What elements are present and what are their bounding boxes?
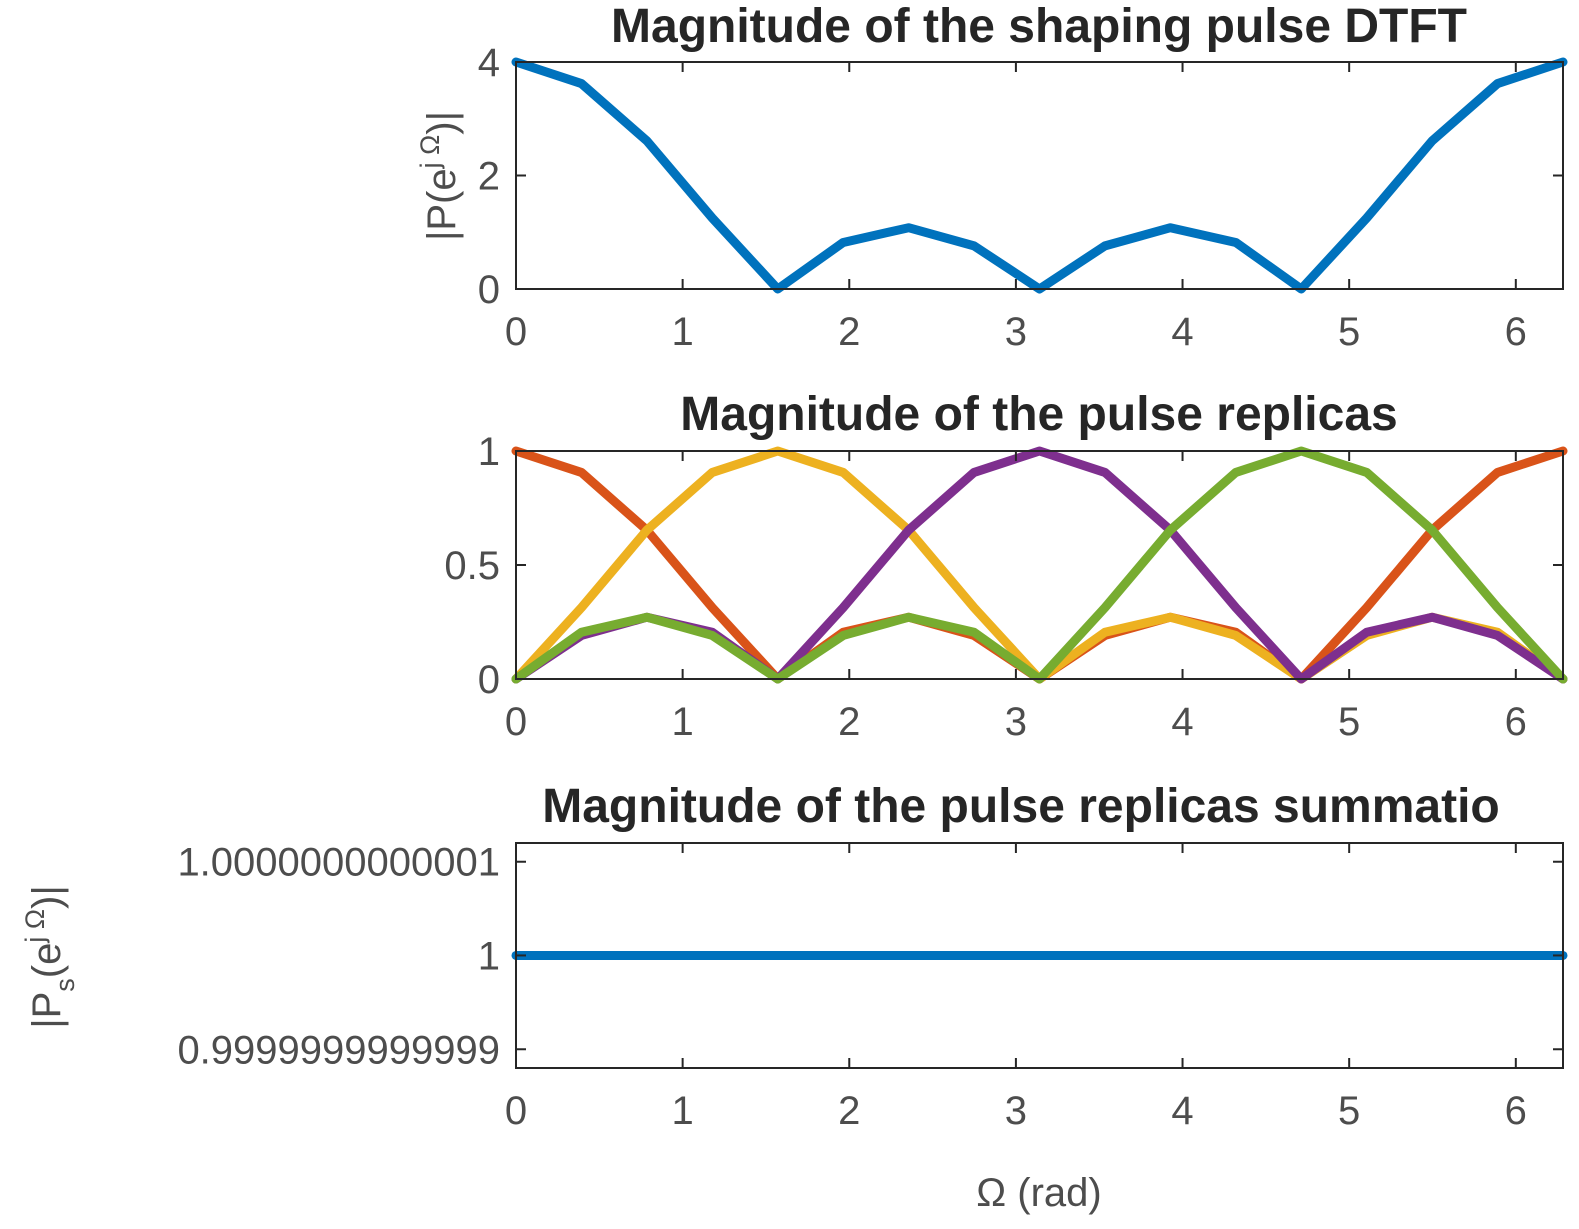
y-tick-label: 1 xyxy=(478,934,500,978)
panel-replicas-summation: Magnitude of the pulse replicas summatio… xyxy=(20,780,1568,1215)
y-tick-label: 4 xyxy=(478,41,500,85)
x-tick-label: 6 xyxy=(1505,700,1527,744)
x-tick-label: 1 xyxy=(672,700,694,744)
y-axis-label: |P(ej Ω)| xyxy=(415,111,464,241)
y-tick-label: 0.5 xyxy=(444,544,500,588)
x-tick-label: 0 xyxy=(505,700,527,744)
series-line-1 xyxy=(511,57,1568,294)
x-tick-label: 5 xyxy=(1338,1089,1360,1133)
x-tick-label: 0 xyxy=(505,1089,527,1133)
x-tick-label: 5 xyxy=(1338,310,1360,354)
y-tick-label: 1 xyxy=(478,430,500,474)
panel-pulse-replicas: Magnitude of the pulse replicas 0 1 2 3 4 5 6 0… xyxy=(444,388,1568,744)
x-tick-label: 2 xyxy=(838,310,860,354)
x-tick-label: 6 xyxy=(1505,1089,1527,1133)
x-tick-label: 5 xyxy=(1338,700,1360,744)
x-tick-label: 1 xyxy=(672,310,694,354)
chart-title: Magnitude of the pulse replicas xyxy=(680,388,1397,441)
y-tick-label: 2 xyxy=(478,155,500,199)
x-tick-label: 4 xyxy=(1171,700,1193,744)
panel-shaping-pulse-dtft: Magnitude of the shaping pulse DTFT |P(e… xyxy=(415,0,1568,354)
chart-title: Magnitude of the shaping pulse DTFT xyxy=(611,0,1467,53)
chart-title: Magnitude of the pulse replicas summatio xyxy=(542,780,1500,833)
x-tick-label: 3 xyxy=(1005,310,1027,354)
y-tick-label: 0 xyxy=(478,268,500,312)
x-tick-label: 4 xyxy=(1171,310,1193,354)
x-tick-label: 1 xyxy=(672,1089,694,1133)
x-axis-label: Ω (rad) xyxy=(976,1171,1101,1215)
y-axis-label: |Ps(ej Ω)| xyxy=(20,885,80,1029)
y-tick-label: 1.0000000000001 xyxy=(177,841,500,885)
x-tick-label: 4 xyxy=(1171,1089,1193,1133)
x-tick-label: 3 xyxy=(1005,1089,1027,1133)
x-tick-label: 2 xyxy=(838,700,860,744)
x-tick-label: 0 xyxy=(505,310,527,354)
y-tick-label: 0.9999999999999 xyxy=(177,1028,500,1072)
series-line-1 xyxy=(511,446,1568,684)
x-tick-label: 2 xyxy=(838,1089,860,1133)
x-tick-label: 3 xyxy=(1005,700,1027,744)
y-tick-label: 0 xyxy=(478,658,500,702)
x-tick-label: 6 xyxy=(1505,310,1527,354)
